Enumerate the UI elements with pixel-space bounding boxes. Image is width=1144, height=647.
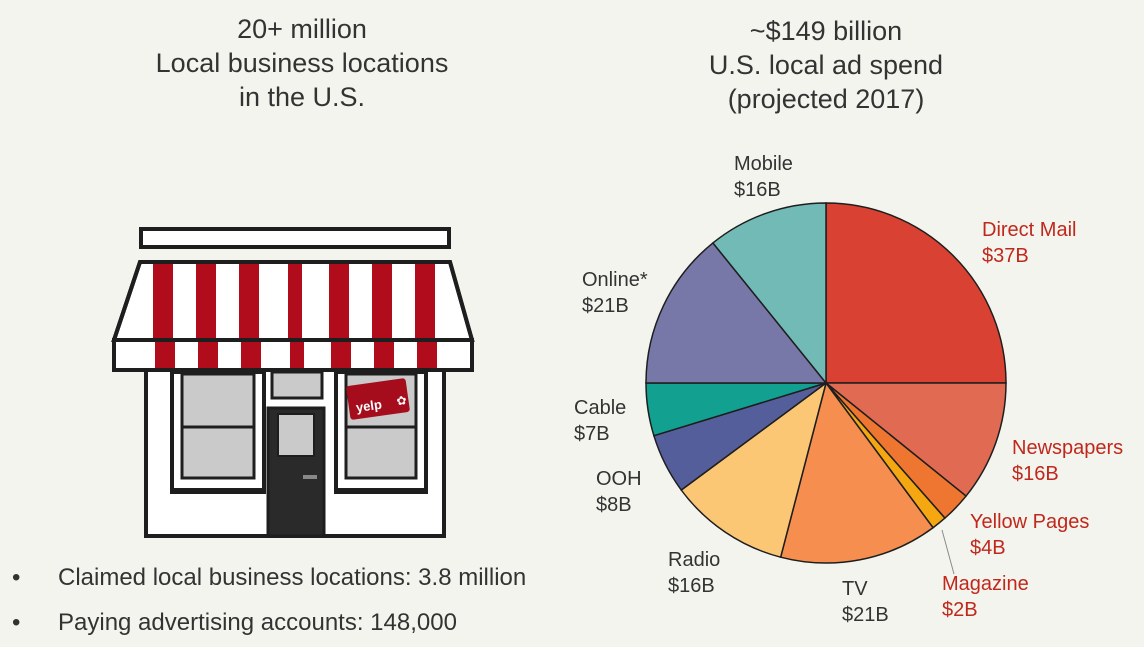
bullet-icon: • <box>12 563 21 591</box>
yelp-sign-text: yelp <box>355 397 383 415</box>
slice-value-label: $4B <box>970 537 1006 559</box>
slice-value-label: $2B <box>942 599 978 621</box>
list-item: • Claimed local business locations: 3.8 … <box>10 555 526 600</box>
slice-value-label: $8B <box>596 494 632 516</box>
stats-bullet-list: • Claimed local business locations: 3.8 … <box>10 555 526 645</box>
slice-value-label: $21B <box>582 295 629 317</box>
left-headline-line-3: in the U.S. <box>238 82 366 112</box>
slice-name-label: Yellow Pages <box>970 511 1089 533</box>
pie-slices <box>645 202 1007 564</box>
slice-name-label: Radio <box>668 549 720 571</box>
paying-accounts-text: Paying advertising accounts: 148,000 <box>58 608 457 636</box>
slice-value-label: $16B <box>1012 463 1059 485</box>
pie-slice-direct-mail <box>825 202 1007 384</box>
magazine-leader-line <box>941 529 955 575</box>
yelp-burst-icon: ✿ <box>396 393 408 408</box>
ad-spend-pie-chart: Direct Mail $37B Newspapers $16B Yellow Page… <box>574 153 1123 626</box>
valance-stripes <box>155 342 437 368</box>
claimed-locations-text: Claimed local business locations: 3.8 mi… <box>58 563 527 591</box>
pie-slice-mobile <box>711 202 827 386</box>
slice-value-label: $16B <box>734 179 781 201</box>
slice-name-label: Magazine <box>942 573 1029 595</box>
slice-value-label: $7B <box>574 423 610 445</box>
right-headline: ~$149 billion U.S. local ad spend (proje… <box>616 14 1036 116</box>
awning-stripes <box>153 262 435 340</box>
bullet-icon: • <box>12 608 21 636</box>
left-headline-line-1: 20+ million <box>237 14 367 44</box>
left-headline: 20+ million Local business locations in … <box>92 12 512 114</box>
right-headline-line-1: ~$149 billion <box>749 16 903 46</box>
slice-name-label: OOH <box>596 468 642 490</box>
list-item: • Paying advertising accounts: 148,000 <box>10 600 526 645</box>
pie-slice-online <box>645 241 828 384</box>
right-headline-line-2: U.S. local ad spend <box>708 50 944 80</box>
storefront-illustration: yelp ✿ <box>111 227 475 538</box>
pie-slice-newspapers <box>823 382 1007 498</box>
slice-name-label: Cable <box>574 397 626 419</box>
slice-name-label: TV <box>842 578 868 600</box>
slice-value-label: $16B <box>668 575 715 597</box>
yelp-sign: yelp ✿ <box>346 378 410 420</box>
right-headline-line-3: (projected 2017) <box>727 84 925 114</box>
slice-name-label: Mobile <box>734 153 793 175</box>
slice-name-label: Direct Mail <box>982 219 1076 241</box>
left-headline-line-2: Local business locations <box>155 48 449 78</box>
pie-slice-tv <box>779 381 935 564</box>
slice-value-label: $37B <box>982 245 1029 267</box>
slice-name-label: Online* <box>582 269 648 291</box>
slice-name-label: Newspapers <box>1012 437 1123 459</box>
slice-value-label: $21B <box>842 604 889 626</box>
pie-slice-radio <box>680 381 828 559</box>
pie-labels: Direct Mail $37B Newspapers $16B Yellow Page… <box>574 153 1123 626</box>
